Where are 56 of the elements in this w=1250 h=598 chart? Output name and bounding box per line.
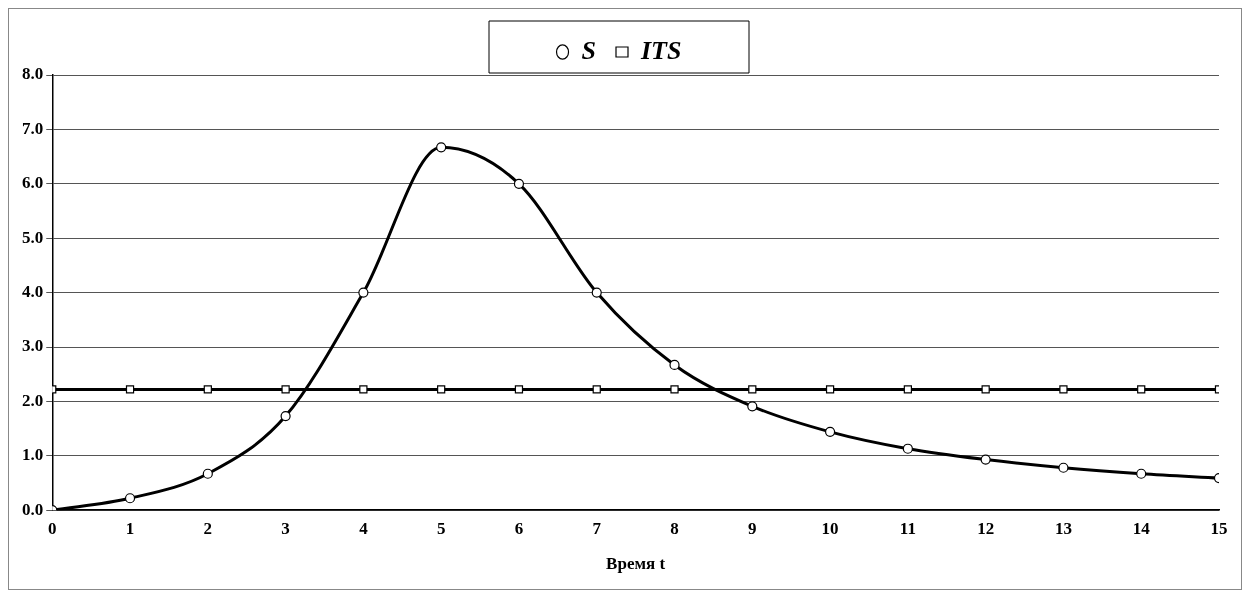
x-tick-label: 8 — [670, 518, 679, 538]
point — [670, 385, 679, 394]
point — [125, 385, 135, 394]
point — [203, 385, 212, 394]
point — [748, 385, 757, 394]
point — [903, 385, 912, 394]
point — [124, 493, 136, 504]
point — [513, 178, 525, 189]
x-axis-title: Время t — [606, 554, 666, 574]
y-tick-label: 4.0 — [22, 281, 44, 301]
x-tick-label: 4 — [359, 518, 369, 538]
y-tick-label: 0.0 — [22, 499, 44, 519]
x-tick-label: 13 — [1054, 518, 1072, 538]
point — [1136, 468, 1147, 479]
point — [902, 443, 913, 454]
x-tick-label: 14 — [1132, 518, 1151, 538]
point — [359, 385, 368, 394]
x-tick-label: 12 — [977, 518, 995, 538]
x-tick-label: 7 — [592, 518, 602, 538]
point — [824, 426, 836, 437]
y-tick-label: 7.0 — [22, 118, 44, 138]
x-tick-label: 2 — [203, 518, 213, 538]
y-tick-label: 5.0 — [22, 227, 44, 247]
x-tick-label: 1 — [125, 518, 135, 538]
point — [981, 385, 990, 394]
point — [202, 468, 213, 479]
x-tick-label: 15 — [1210, 518, 1228, 538]
point — [281, 385, 290, 394]
point — [592, 385, 601, 394]
point — [1058, 462, 1069, 473]
point — [358, 287, 369, 298]
point — [1137, 385, 1146, 394]
point — [747, 401, 758, 412]
x-tick-label: 0 — [48, 518, 57, 538]
y-tick-label: 1.0 — [22, 445, 44, 465]
legend-label: ITS — [640, 35, 682, 65]
point — [436, 142, 447, 153]
point — [825, 385, 835, 394]
y-tick-label: 2.0 — [22, 390, 44, 410]
point — [980, 454, 991, 465]
point — [669, 359, 680, 371]
x-tick-label: 10 — [821, 518, 839, 538]
y-tick-label: 3.0 — [22, 336, 44, 356]
x-tick-label: 11 — [899, 518, 916, 538]
y-tick-label: 8.0 — [22, 64, 44, 84]
point — [591, 287, 602, 298]
point — [437, 385, 446, 394]
x-tick-label: 5 — [436, 518, 446, 538]
y-tick-label: 6.0 — [22, 173, 44, 193]
x-tick-label: 6 — [514, 518, 524, 538]
point — [514, 385, 524, 394]
point — [280, 410, 291, 422]
x-tick-label: 9 — [748, 518, 757, 538]
legend-label: S — [581, 35, 597, 65]
x-tick-label: 3 — [281, 518, 290, 538]
point — [1059, 385, 1068, 394]
